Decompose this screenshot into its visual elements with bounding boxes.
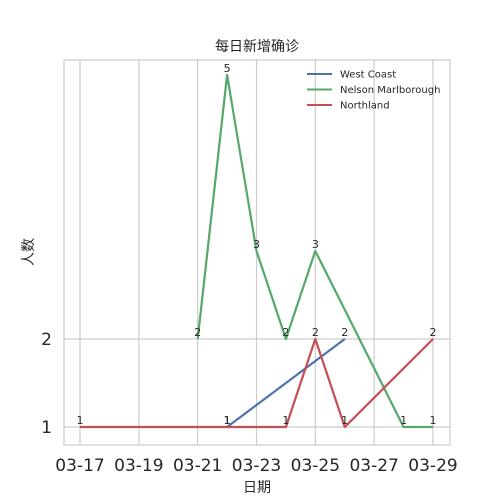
x-tick-labels: 03-17 03-19 03-21 03-23 03-25 03-27 03-29	[55, 456, 457, 476]
data-label: 1	[224, 414, 231, 427]
y-tick-labels: 12	[41, 330, 52, 438]
data-label: 3	[312, 238, 319, 251]
data-label: 1	[430, 414, 437, 427]
data-label: 5	[224, 62, 231, 75]
y-tick-label: 2	[41, 330, 52, 350]
chart-title: 每日新增确诊	[215, 39, 299, 55]
grid-layer	[64, 60, 450, 445]
data-label: 3	[253, 238, 260, 251]
x-tick-label: 03-25	[291, 456, 340, 476]
x-tick-label: 03-21	[173, 456, 222, 476]
data-label: 1	[224, 414, 231, 427]
x-axis-label: 日期	[243, 480, 271, 496]
series-line-1	[196, 73, 433, 429]
data-label: 2	[430, 326, 437, 339]
y-tick-label: 1	[41, 418, 52, 438]
x-tick-label: 03-19	[114, 456, 163, 476]
data-label: 1	[400, 414, 407, 427]
legend-label: Nelson Marlborough	[340, 85, 440, 96]
data-label: 1	[282, 414, 289, 427]
legend: West Coast Nelson Marlborough Northland	[307, 70, 440, 112]
x-tick-label: 03-17	[55, 456, 104, 476]
y-axis-label: 人数	[21, 238, 37, 266]
data-label: 2	[194, 326, 201, 339]
series-lines	[80, 73, 434, 429]
x-tick-label: 03-23	[232, 456, 281, 476]
x-tick-label: 03-29	[408, 456, 457, 476]
series-line-2	[80, 337, 434, 429]
series-line-0	[226, 338, 346, 428]
legend-label: West Coast	[340, 70, 396, 81]
data-label: 1	[77, 414, 84, 427]
x-tick-label: 03-27	[349, 456, 398, 476]
data-label: 2	[282, 326, 289, 339]
legend-label: Northland	[340, 101, 390, 112]
data-label: 1	[341, 414, 348, 427]
data-label: 2	[312, 326, 319, 339]
data-label: 2	[341, 326, 348, 339]
